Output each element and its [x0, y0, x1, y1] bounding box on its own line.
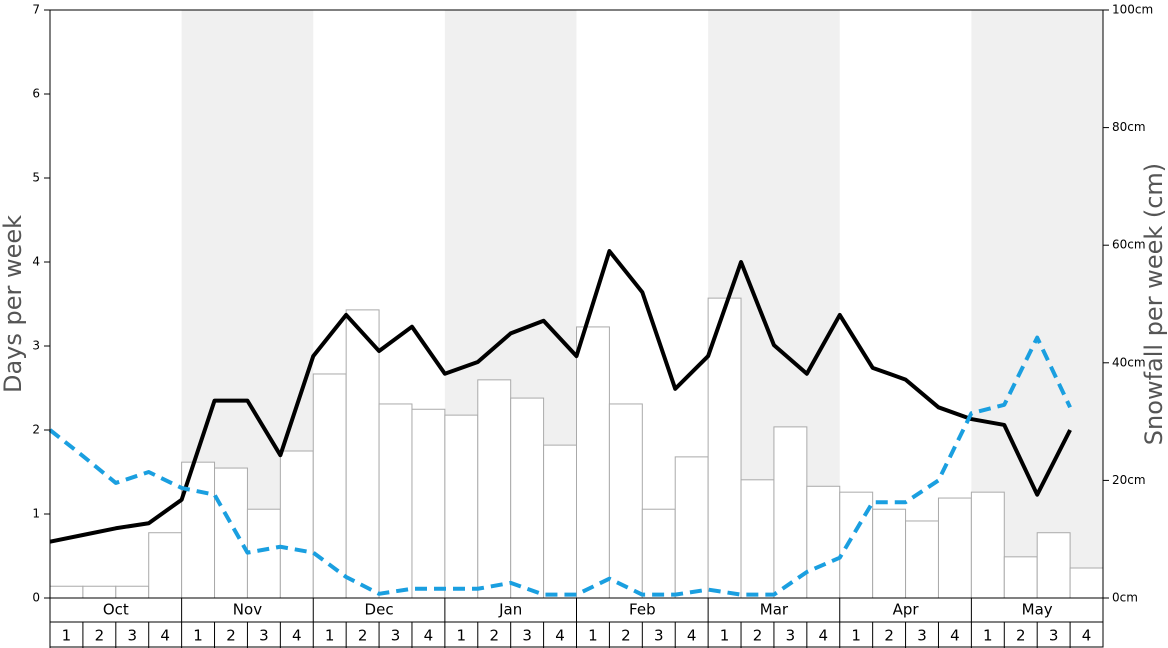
y-axis-title: Days per week: [0, 215, 27, 393]
bar: [608, 403, 643, 599]
week-label: 4: [292, 627, 302, 645]
bar: [444, 414, 479, 599]
week-label: 1: [62, 627, 72, 645]
week-label: 3: [786, 627, 796, 645]
bar: [477, 379, 512, 599]
y2-tick-label: 80cm: [1112, 120, 1146, 134]
month-label: Mar: [760, 601, 789, 619]
bar: [411, 408, 446, 599]
bar: [905, 520, 939, 599]
bar: [1069, 567, 1104, 599]
bar: [937, 497, 972, 599]
bar: [641, 508, 676, 599]
bar: [115, 585, 150, 599]
week-label: 1: [983, 627, 993, 645]
y2-tick-label: 0cm: [1112, 591, 1138, 605]
bar: [1036, 532, 1071, 599]
bar: [510, 397, 545, 599]
week-label: 2: [95, 627, 105, 645]
bar: [1003, 556, 1038, 599]
bar: [674, 456, 709, 599]
y-tick-label: 6: [32, 87, 40, 101]
week-label: 2: [358, 627, 368, 645]
y-tick-label: 2: [32, 423, 40, 437]
y-tick-label: 3: [32, 339, 40, 353]
week-label: 1: [325, 627, 335, 645]
bar: [970, 491, 1005, 599]
week-label: 2: [489, 627, 499, 645]
y-tick-label: 5: [32, 171, 40, 185]
bar: [543, 444, 577, 599]
bar: [740, 479, 775, 599]
week-row: [49, 621, 1104, 648]
bar: [279, 450, 314, 599]
y2-axis-title: Snowfall per week (cm): [1140, 163, 1168, 445]
line: [49, 249, 1072, 544]
y-tick-label: 1: [32, 507, 40, 521]
week-label: 4: [687, 627, 697, 645]
week-label: 4: [950, 627, 960, 645]
week-label: 3: [917, 627, 927, 645]
week-label: 4: [555, 627, 565, 645]
bar: [345, 309, 380, 599]
month-label: Apr: [893, 601, 920, 619]
bar: [773, 426, 808, 599]
bar: [378, 403, 413, 599]
bar: [181, 461, 216, 599]
bar: [872, 508, 907, 599]
month-label: Nov: [233, 601, 262, 619]
y-tick-label: 4: [32, 255, 40, 269]
week-label: 4: [1082, 627, 1092, 645]
week-label: 2: [753, 627, 763, 645]
y2-tick-label: 40cm: [1112, 355, 1146, 369]
bar: [49, 585, 84, 599]
month-label: Jan: [498, 601, 522, 619]
week-label: 4: [160, 627, 170, 645]
month-label: Oct: [103, 601, 129, 619]
week-label: 4: [424, 627, 434, 645]
y2-tick-label: 20cm: [1112, 473, 1146, 487]
month-label: Feb: [629, 601, 656, 619]
week-label: 2: [226, 627, 236, 645]
week-label: 1: [588, 627, 598, 645]
week-label: 2: [884, 627, 894, 645]
week-label: 3: [522, 627, 532, 645]
week-label: 1: [851, 627, 861, 645]
y-tick-label: 0: [32, 591, 40, 605]
week-label: 3: [391, 627, 401, 645]
bar: [214, 467, 248, 599]
bar: [576, 326, 610, 599]
y2-tick-label: 100cm: [1112, 3, 1153, 17]
month-label: May: [1022, 601, 1053, 619]
bar: [148, 532, 183, 599]
week-label: 3: [259, 627, 269, 645]
week-label: 2: [1016, 627, 1026, 645]
month-label: Dec: [365, 601, 394, 619]
week-label: 3: [654, 627, 664, 645]
bar: [82, 585, 117, 599]
y2-tick-label: 60cm: [1112, 238, 1146, 252]
week-label: 2: [621, 627, 631, 645]
week-label: 1: [457, 627, 467, 645]
bar: [806, 485, 841, 599]
bar: [312, 373, 347, 599]
dashed-line: [48, 335, 1072, 597]
week-label: 4: [819, 627, 829, 645]
week-label: 1: [720, 627, 730, 645]
week-label: 3: [1049, 627, 1059, 645]
y-tick-label: 7: [32, 3, 40, 17]
week-label: 3: [127, 627, 137, 645]
bar: [246, 508, 281, 599]
week-label: 1: [193, 627, 203, 645]
